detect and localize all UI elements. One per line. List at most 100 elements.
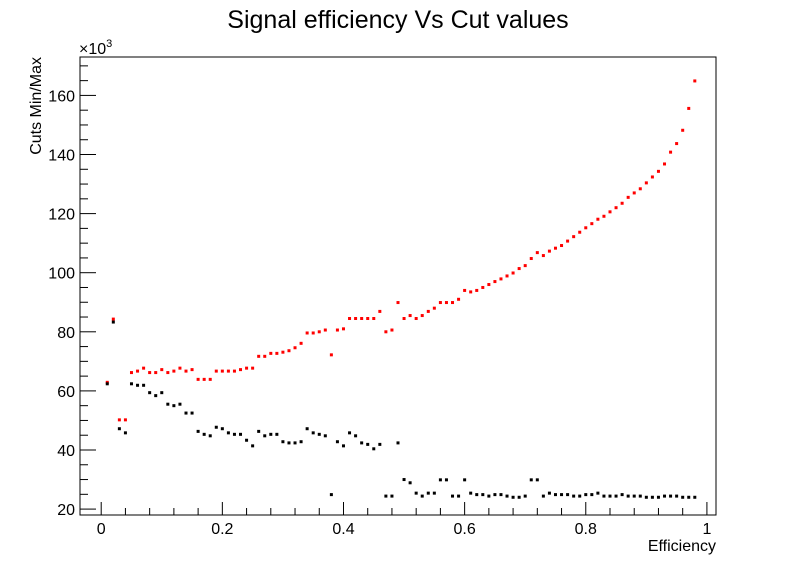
cut-min-marker: [632, 494, 636, 498]
cut-min-marker: [299, 440, 303, 444]
cut-min-marker: [560, 493, 564, 497]
y-multiplier-exponent: 3: [106, 38, 112, 50]
cut-max-marker: [590, 222, 594, 226]
cut-max-marker: [354, 317, 358, 321]
cut-max-marker: [281, 350, 285, 354]
cut-min-marker: [202, 432, 206, 436]
cut-max-marker: [111, 317, 115, 321]
cut-max-marker: [214, 369, 218, 373]
cut-min-marker: [196, 429, 200, 433]
cut-max-marker: [360, 317, 364, 321]
cut-min-marker: [596, 491, 600, 495]
y-tick-label: 160: [48, 88, 75, 105]
cut-min-marker: [172, 404, 176, 408]
cut-min-marker: [366, 442, 370, 446]
cut-max-marker: [299, 341, 303, 345]
cut-max-marker: [184, 369, 188, 373]
cut-max-marker: [239, 368, 243, 372]
cut-max-marker: [257, 354, 261, 358]
cut-max-marker: [275, 351, 279, 355]
cut-max-marker: [390, 328, 394, 332]
cut-min-marker: [214, 425, 218, 429]
cut-max-marker: [123, 418, 127, 422]
cut-max-marker: [457, 297, 461, 301]
cut-max-marker: [335, 328, 339, 332]
cut-max-marker: [517, 267, 521, 271]
cut-max-marker: [269, 351, 273, 355]
cut-max-marker: [547, 249, 551, 253]
cut-max-marker: [687, 106, 691, 110]
cut-min-marker: [572, 494, 576, 498]
cut-max-marker: [523, 264, 527, 268]
cut-min-marker: [317, 432, 321, 436]
cut-max-marker: [463, 288, 467, 292]
cut-min-marker: [111, 320, 115, 324]
cut-min-marker: [463, 478, 467, 482]
cut-max-marker: [451, 301, 455, 305]
y-tick-label: 100: [48, 266, 75, 283]
cut-min-marker: [687, 495, 691, 499]
cut-min-marker: [329, 493, 333, 497]
cut-max-marker: [493, 280, 497, 284]
y-axis-label: Cuts Min/Max: [28, 57, 45, 155]
cut-max-marker: [287, 349, 291, 353]
cut-min-marker: [602, 494, 606, 498]
cut-max-marker: [341, 327, 345, 331]
cut-min-marker: [469, 491, 473, 495]
cut-min-marker: [257, 429, 261, 433]
cut-min-marker: [263, 434, 267, 438]
cut-max-marker: [693, 79, 697, 83]
cut-min-marker: [396, 441, 400, 445]
cut-min-marker: [487, 494, 491, 498]
cut-min-marker: [142, 383, 146, 387]
y-tick-label: 20: [57, 502, 75, 519]
cut-min-marker: [208, 434, 212, 438]
x-axis-label: Efficiency: [648, 538, 716, 555]
cut-min-marker: [402, 478, 406, 482]
x-tick-label: 0.2: [211, 521, 233, 538]
cut-min-marker: [239, 432, 243, 436]
cut-max-marker: [329, 353, 333, 357]
cut-max-marker: [487, 283, 491, 287]
cut-max-marker: [444, 301, 448, 305]
cut-min-marker: [451, 494, 455, 498]
y-axis: 20 40 60 80 100 120 140 160: [48, 65, 96, 519]
cut-max-marker: [172, 369, 176, 373]
cut-min-marker: [281, 440, 285, 444]
x-tick-label: 1: [702, 521, 711, 538]
cut-min-marker: [287, 441, 291, 445]
cut-max-marker: [208, 377, 212, 381]
y-multiplier: ×103: [79, 38, 112, 58]
cut-max-marker: [293, 346, 297, 350]
cut-max-marker: [202, 377, 206, 381]
cut-min-marker: [232, 432, 236, 436]
cut-min-marker: [681, 495, 685, 499]
cut-max-marker: [535, 251, 539, 255]
cut-min-marker: [650, 495, 654, 499]
cut-min-marker: [499, 493, 503, 497]
cut-min-marker: [311, 431, 315, 435]
plot-frame: [79, 56, 717, 516]
chart-title: Signal efficiency Vs Cut values: [227, 6, 568, 34]
cut-max-marker: [663, 162, 667, 166]
cut-min-marker: [608, 494, 612, 498]
cut-min-marker: [123, 431, 127, 435]
cut-max-marker: [148, 371, 152, 375]
y-tick-label: 80: [57, 325, 75, 342]
cut-max-marker: [644, 181, 648, 185]
cut-max-marker: [553, 246, 557, 250]
cut-min-marker: [275, 432, 279, 436]
cut-max-marker: [251, 366, 255, 370]
cut-max-marker: [317, 330, 321, 334]
cut-min-marker: [129, 382, 133, 386]
cut-min-marker: [178, 402, 182, 406]
cut-max-marker: [632, 191, 636, 195]
cut-min-marker: [584, 493, 588, 497]
cut-max-marker: [396, 301, 400, 305]
cut-min-marker: [378, 442, 382, 446]
cut-max-marker: [232, 369, 236, 373]
data-points: [105, 79, 697, 499]
cut-min-marker: [354, 434, 358, 438]
cut-max-marker: [366, 317, 370, 321]
cut-max-marker: [614, 206, 618, 210]
